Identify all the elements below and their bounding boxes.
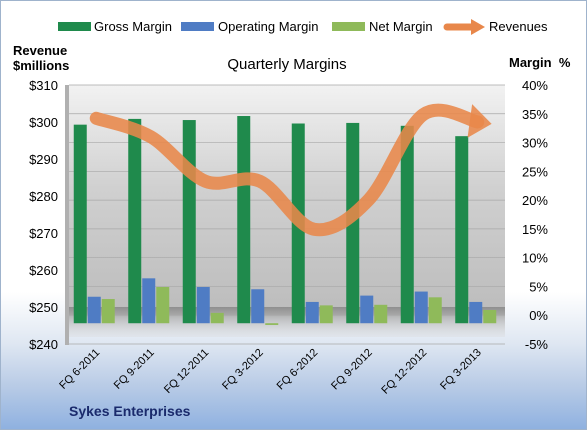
- bar-gross-margin: [182, 120, 196, 324]
- left-tick-label: $270: [29, 226, 58, 241]
- legend-label-net-margin: Net Margin: [369, 19, 433, 34]
- category-label: FQ 9-2011: [112, 347, 157, 392]
- bar-gross-margin: [73, 124, 87, 324]
- chart-title: Quarterly Margins: [227, 56, 346, 73]
- category-label: FQ 12-2011: [162, 347, 211, 396]
- bar-operating-margin: [87, 296, 101, 324]
- legend-swatch-net-margin: [332, 22, 365, 31]
- bar-net-margin: [156, 286, 170, 324]
- revenue-arrow-head: [467, 104, 492, 138]
- left-tick-label: $310: [29, 78, 58, 93]
- left-tick-label: $250: [29, 300, 58, 315]
- bar-operating-margin: [360, 295, 374, 324]
- category-label: FQ 3-2012: [220, 347, 266, 393]
- company-name: Sykes Enterprises: [69, 403, 191, 419]
- bar-operating-margin: [251, 289, 265, 324]
- bar-net-margin: [428, 297, 442, 324]
- right-tick-label: -5%: [525, 337, 549, 352]
- bar-gross-margin: [400, 125, 414, 324]
- bar-net-margin: [265, 323, 279, 325]
- left-axis-label: Revenue $millions: [13, 43, 69, 73]
- legend-swatch-revenues-head: [471, 19, 485, 35]
- left-tick-label: $240: [29, 337, 58, 352]
- bar-net-margin: [101, 299, 115, 324]
- right-tick-label: 25%: [522, 164, 548, 179]
- right-tick-label: 35%: [522, 107, 548, 122]
- legend: Gross Margin Operating Margin Net Margin…: [58, 19, 548, 35]
- right-tick-label: 20%: [522, 193, 548, 208]
- legend-swatch-gross-margin: [58, 22, 91, 31]
- legend-label-operating-margin: Operating Margin: [218, 19, 318, 34]
- legend-label-revenues: Revenues: [489, 19, 548, 34]
- right-tick-label: 5%: [529, 279, 548, 294]
- bar-operating-margin: [305, 301, 319, 324]
- category-label: FQ 6-2011: [57, 347, 102, 392]
- legend-swatch-operating-margin: [181, 22, 214, 31]
- bar-operating-margin: [142, 278, 156, 324]
- bar-net-margin: [319, 305, 333, 324]
- category-label: FQ 9-2012: [329, 347, 375, 393]
- left-tick-label: $280: [29, 189, 58, 204]
- right-tick-label: 15%: [522, 222, 548, 237]
- revenue-line: [89, 103, 485, 237]
- right-axis-label: Margin %: [509, 55, 571, 70]
- right-tick-label: 30%: [522, 136, 548, 151]
- category-label: FQ 12-2012: [379, 347, 429, 397]
- bar-gross-margin: [237, 116, 251, 324]
- left-tick-label: $260: [29, 263, 58, 278]
- legend-label-gross-margin: Gross Margin: [94, 19, 172, 34]
- bar-gross-margin: [346, 122, 360, 324]
- category-label: FQ 6-2012: [275, 347, 321, 393]
- plot-wall-left: [65, 85, 69, 345]
- right-tick-label: 10%: [522, 251, 548, 266]
- left-tick-label: $290: [29, 152, 58, 167]
- bar-operating-margin: [196, 286, 210, 324]
- bar-net-margin: [374, 304, 388, 324]
- right-tick-label: 0%: [529, 308, 548, 323]
- right-tick-label: 40%: [522, 78, 548, 93]
- left-tick-label: $300: [29, 115, 58, 130]
- bar-net-margin: [210, 312, 224, 324]
- bar-gross-margin: [455, 136, 469, 324]
- bar-gross-margin: [128, 118, 142, 324]
- bar-operating-margin: [414, 291, 428, 324]
- bar-net-margin: [483, 309, 497, 324]
- bar-operating-margin: [469, 301, 483, 324]
- category-label: FQ 3-2013: [438, 347, 484, 393]
